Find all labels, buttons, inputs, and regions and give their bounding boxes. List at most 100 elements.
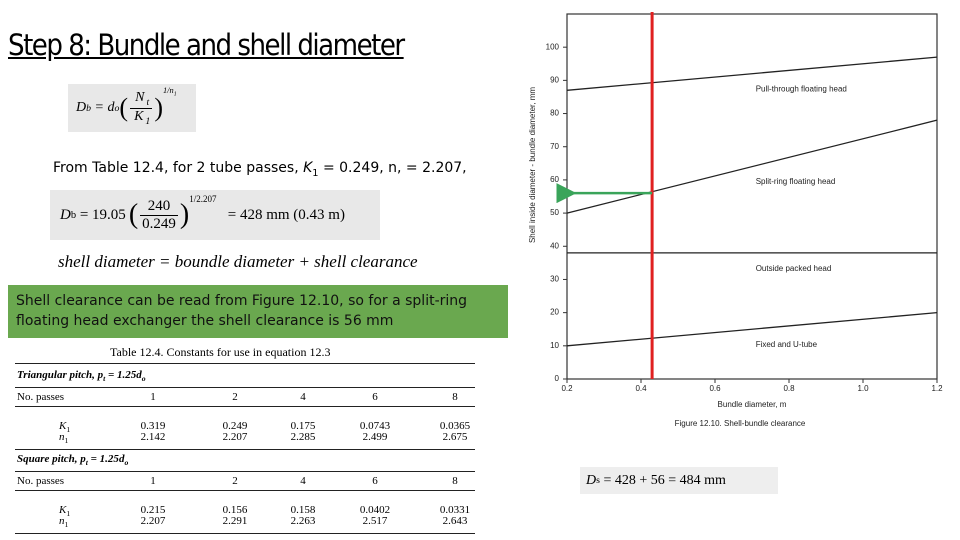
table-cell: 2.291 xyxy=(222,515,248,527)
table-cell: 0.0743 xyxy=(359,420,391,432)
table-cell: 0.249 xyxy=(222,420,248,432)
table-text: = 1.25 xyxy=(87,453,119,465)
formula-text: b xyxy=(70,209,77,221)
table-heading: Triangular pitch, pt = 1.25do xyxy=(17,369,146,383)
table-text: p xyxy=(97,369,104,381)
table-text: Triangular pitch, xyxy=(17,369,98,381)
constants-table: Table 12.4. Constants for use in equatio… xyxy=(15,343,475,534)
series-line xyxy=(566,311,938,347)
table-text: 1 xyxy=(64,520,69,530)
table-cell: 6 xyxy=(372,391,378,403)
table-cell: 0.215 xyxy=(140,504,166,516)
text: = 0.249, n, = 2.207, xyxy=(318,160,467,176)
label-bg xyxy=(753,83,876,96)
y-tick-label: 70 xyxy=(550,142,559,151)
table-rule xyxy=(15,363,475,364)
table-cell: 2 xyxy=(232,391,238,403)
table-cell: 6 xyxy=(372,475,378,487)
table-caption: Table 12.4. Constants for use in equatio… xyxy=(110,345,331,359)
table-text: No. passes xyxy=(17,475,65,487)
x-tick-label: 0.2 xyxy=(561,384,573,393)
table-row-label: No. passes xyxy=(17,475,64,487)
table-text: d xyxy=(136,369,142,381)
formula-text: 0.249 xyxy=(142,215,176,232)
x-tick-label: 0.4 xyxy=(635,384,647,393)
x-axis-label: Bundle diameter, m xyxy=(718,400,787,409)
table-cell: 2.285 xyxy=(290,431,316,443)
formula-text: = 428 + 56 = 484 mm xyxy=(603,472,726,488)
table-text: t xyxy=(103,374,106,384)
table-cell: 2.263 xyxy=(290,515,316,527)
table-cell: 8 xyxy=(452,391,458,403)
table-text: o xyxy=(141,374,146,384)
table-row-label: No. passes xyxy=(17,391,64,403)
formula-text: 1/2.207 xyxy=(189,194,217,204)
formula-text: = d xyxy=(94,100,115,115)
formula-text: N xyxy=(135,89,145,105)
text: K xyxy=(303,160,313,176)
formula-text: 1 xyxy=(145,115,151,127)
table-heading: Square pitch, pt = 1.25do xyxy=(17,453,128,467)
y-tick-label: 80 xyxy=(550,109,559,118)
formula-text: D xyxy=(586,472,597,488)
label-bg xyxy=(753,338,876,351)
table-cell: 0.156 xyxy=(222,504,248,516)
formula-text: 240 xyxy=(140,198,178,216)
text: From Table 12.4, for 2 tube passes, xyxy=(53,160,304,176)
table-cell: 2.675 xyxy=(442,431,468,443)
note-box: Shell clearance can be read from Figure … xyxy=(8,285,508,338)
y-tick-label: 60 xyxy=(550,175,559,184)
table-rule xyxy=(15,490,475,491)
table-text: No. passes xyxy=(17,391,65,403)
table-cell: 0.0365 xyxy=(439,420,471,432)
series-label: Outside packed head xyxy=(756,264,832,273)
table-row-label: n1 xyxy=(59,431,68,445)
table-cell: 2 xyxy=(232,475,238,487)
table-cell: 0.0402 xyxy=(359,504,391,516)
figure-caption: Figure 12.10. Shell-bundle clearance xyxy=(675,419,806,428)
table-row-label: K1 xyxy=(59,420,70,434)
formula-text: D xyxy=(76,100,87,115)
table-rule xyxy=(15,449,475,450)
table-cell: 2.207 xyxy=(222,431,248,443)
series-line xyxy=(566,56,938,91)
equation: shell diameter = boundle diameter + shel… xyxy=(58,252,418,271)
table-cell: 0.175 xyxy=(290,420,316,432)
formula-text: 1/n xyxy=(162,86,174,95)
table-text: d xyxy=(118,453,125,465)
table-cell: 2.499 xyxy=(362,431,388,443)
label-bg xyxy=(753,262,876,275)
series-label: Split-ring floating head xyxy=(756,177,836,186)
label-bg xyxy=(753,175,876,188)
x-tick-label: 0.8 xyxy=(783,384,795,393)
formula-text: K xyxy=(134,108,144,124)
plot-frame xyxy=(566,13,938,380)
table-cell: 1 xyxy=(150,391,156,403)
table-text: K xyxy=(59,420,67,432)
table-text: t xyxy=(85,458,88,468)
formula-text: s xyxy=(596,475,600,486)
formula-text: t xyxy=(146,96,150,108)
table-cell: 2.207 xyxy=(140,515,166,527)
formula-text: b xyxy=(86,102,92,114)
table-cell: 0.319 xyxy=(140,420,166,432)
formula-text: = 428 mm (0.43 m) xyxy=(227,206,345,223)
table-text: = 1.25 xyxy=(105,369,137,381)
y-tick-label: 40 xyxy=(550,241,559,250)
table-cell: 2.517 xyxy=(362,515,388,527)
table-text: p xyxy=(80,453,86,465)
slide-title: Step 8: Bundle and shell diameter xyxy=(8,28,405,62)
table-rule xyxy=(15,533,475,534)
x-tick-label: 1.0 xyxy=(857,384,869,393)
y-axis-label: Shell inside diameter - bundle diameter,… xyxy=(528,87,537,243)
table-cell: 4 xyxy=(300,475,306,487)
table-cell: 0.0331 xyxy=(439,504,471,516)
table-cell: 8 xyxy=(452,475,458,487)
y-tick-label: 90 xyxy=(550,75,559,84)
y-tick-label: 20 xyxy=(550,308,559,317)
formula-text: D xyxy=(60,206,71,223)
formula-text: = 19.05 xyxy=(79,206,126,223)
series-label: Fixed and U-tube xyxy=(756,340,818,349)
